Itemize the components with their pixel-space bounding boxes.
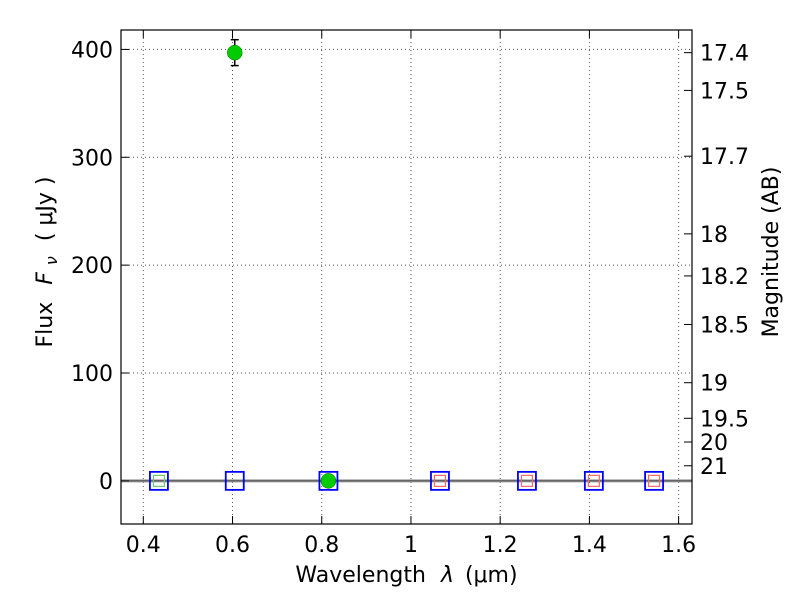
x-axis-label-unit: (μm) [465, 563, 518, 588]
x-tick-label: 0.8 [304, 533, 339, 558]
y-tick-label: 200 [71, 254, 113, 279]
data-point-small-square [520, 474, 534, 487]
mag-tick-label: 18.5 [700, 313, 749, 338]
x-tick-label: 0.4 [126, 533, 161, 558]
data-point-square [583, 470, 604, 491]
y-tick-label: 300 [71, 146, 113, 171]
data-point-square [430, 470, 450, 491]
data-point-square [318, 470, 339, 491]
x-tick-label: 1.4 [572, 533, 607, 558]
data-point-square [644, 470, 664, 491]
y-axis-label-unit: ( μJy ) [33, 177, 58, 242]
y-tick-label: 0 [99, 470, 113, 495]
x-tick-label: 1.2 [483, 533, 518, 558]
data-point-small-square [433, 474, 447, 487]
data-point-square [517, 470, 537, 491]
x-axis-label-symbol: λ [440, 563, 454, 588]
x-tick-label: 1.6 [661, 533, 696, 558]
plot-frame [120, 29, 693, 525]
x-tick-label: 0.6 [215, 533, 250, 558]
x-axis-label: Wavelength λ (μm) [295, 563, 517, 588]
y-tick-label: 400 [71, 38, 113, 63]
mag-tick-label: 18 [700, 223, 728, 248]
mag-tick-label: 17.5 [700, 79, 749, 104]
grid-layer [121, 30, 692, 524]
mag-tick-label: 19 [700, 372, 728, 397]
data-point-small-square [647, 474, 661, 487]
y-axis-label-symbol: F [33, 272, 58, 285]
y-axis-label-subscript: ν [42, 256, 61, 265]
ticks-layer: 0.4 0.6 0.8 1 1.2 1.4 1.6 0 100 200 300 400 17.4 17.5… [71, 30, 749, 558]
mag-tick-label: 17.4 [700, 42, 749, 67]
mag-tick-label: 20 [700, 431, 728, 456]
mag-tick-label: 19.5 [700, 407, 749, 432]
y-axis-label: Flux F ν ( μJy ) [33, 177, 63, 348]
x-tick-label: 1 [404, 533, 418, 558]
data-point-circle [227, 44, 243, 61]
x-axis-label-text: Wavelength [295, 563, 426, 588]
data-point-circle [320, 473, 337, 489]
mag-tick-label: 18.2 [700, 265, 749, 290]
data-point-small-square [587, 474, 600, 487]
mag-tick-label: 21 [700, 455, 728, 480]
data-point-square [149, 470, 169, 491]
y2-axis-label: Magnitude (AB) [759, 167, 784, 338]
marks-layer [149, 38, 664, 491]
data-point-square [224, 470, 245, 491]
y-axis-label-text: Flux [33, 302, 58, 348]
y-tick-label: 100 [71, 362, 113, 387]
mag-tick-label: 17.7 [700, 145, 749, 170]
data-point-small-square [152, 474, 166, 487]
